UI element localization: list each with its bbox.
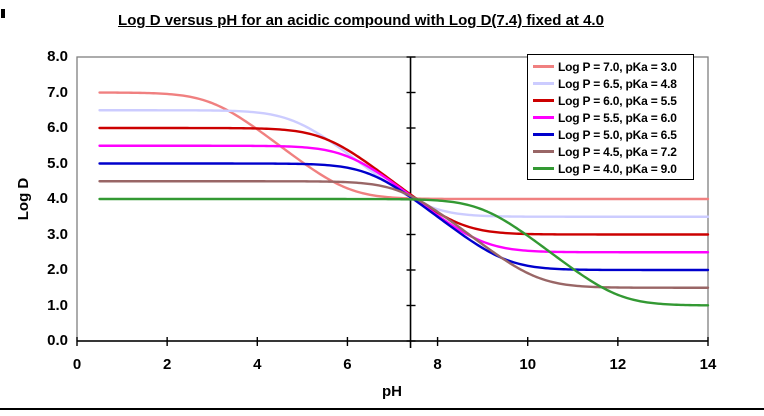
x-tick-label: 14: [699, 356, 717, 373]
legend-line-swatch: [533, 65, 554, 68]
legend-label: Log P = 4.5, pKa = 7.2: [558, 144, 677, 159]
series-line-7: [98, 197, 710, 307]
legend-label: Log P = 4.0, pKa = 9.0: [558, 161, 677, 176]
y-tick-label: 4.0: [47, 190, 68, 207]
y-tick-label: 6.0: [47, 119, 68, 136]
y-tick-label: 7.0: [47, 83, 68, 101]
legend-label: Log P = 6.5, pKa = 4.8: [558, 76, 677, 91]
legend-line-swatch: [533, 150, 554, 153]
legend-item: Log P = 4.5, pKa = 7.2: [528, 143, 693, 160]
series-line-4: [98, 144, 710, 254]
y-tick-label: 2.0: [47, 261, 68, 278]
legend-line-swatch: [533, 133, 554, 136]
series-line-6: [98, 180, 710, 289]
stray-mark: [1, 9, 5, 18]
y-tick-label: 8.0: [47, 48, 68, 65]
legend: Log P = 7.0, pKa = 3.0 Log P = 6.5, pKa =…: [527, 54, 694, 180]
legend-line-swatch: [533, 167, 554, 170]
legend-label: Log P = 6.0, pKa = 5.5: [558, 93, 677, 108]
legend-item: Log P = 6.0, pKa = 5.5: [528, 92, 693, 109]
chart-title: Log D versus pH for an acidic compound w…: [118, 12, 604, 29]
x-tick-label: 8: [433, 356, 442, 373]
legend-label: Log P = 7.0, pKa = 3.0: [558, 59, 677, 74]
x-axis-title: pH: [382, 383, 402, 400]
y-tick-label: 5.0: [47, 154, 68, 172]
y-tick-label: 0.0: [47, 332, 68, 349]
legend-line-swatch: [533, 116, 554, 119]
legend-line-swatch: [533, 99, 554, 102]
bottom-rule: [0, 408, 764, 410]
x-tick-label: 6: [343, 356, 352, 373]
y-axis-title: Log D: [15, 177, 32, 221]
x-tick-label: 2: [162, 356, 172, 373]
legend-item: Log P = 7.0, pKa = 3.0: [528, 58, 693, 75]
legend-item: Log P = 6.5, pKa = 4.8: [528, 75, 693, 92]
y-tick-label: 1.0: [47, 296, 68, 314]
legend-label: Log P = 5.5, pKa = 6.0: [558, 110, 677, 125]
x-tick-label: 0: [72, 356, 82, 373]
legend-item: Log P = 5.5, pKa = 6.0: [528, 109, 693, 126]
x-tick-label: 10: [519, 356, 537, 373]
legend-item: Log P = 4.0, pKa = 9.0: [528, 160, 693, 177]
y-tick-label: 3.0: [47, 225, 68, 243]
legend-label: Log P = 5.0, pKa = 6.5: [558, 127, 677, 142]
legend-line-swatch: [533, 82, 554, 85]
x-tick-label: 12: [609, 356, 627, 373]
legend-item: Log P = 5.0, pKa = 6.5: [528, 126, 693, 143]
x-tick-label: 4: [253, 356, 262, 373]
